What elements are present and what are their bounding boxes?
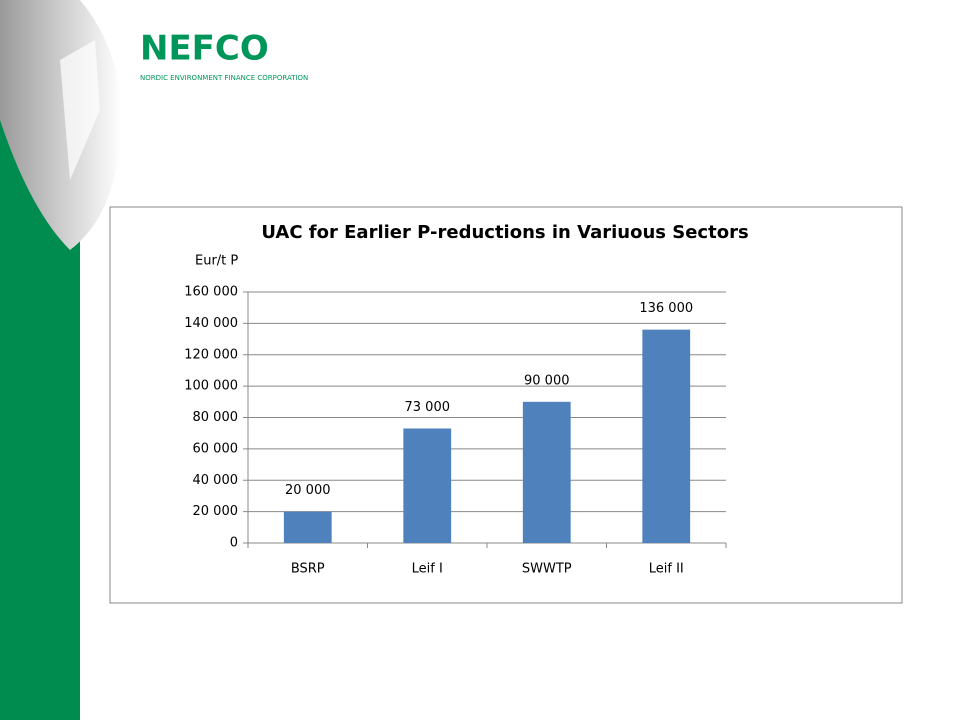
bar bbox=[283, 511, 332, 543]
bar bbox=[642, 329, 691, 543]
x-tick-label: SWWTP bbox=[522, 562, 572, 577]
y-tick-label: 140 000 bbox=[184, 316, 238, 331]
y-tick-label: 0 bbox=[230, 536, 238, 551]
y-axis-label: Eur/t P bbox=[195, 254, 238, 269]
leaf-vein bbox=[60, 40, 100, 180]
y-tick-label: 40 000 bbox=[193, 473, 239, 488]
chart-title: UAC for Earlier P-reductions in Variuous… bbox=[261, 222, 748, 243]
y-tick-label: 160 000 bbox=[184, 285, 238, 300]
x-tick-label: Leif I bbox=[412, 562, 443, 577]
value-label: 90 000 bbox=[524, 373, 570, 388]
x-tick-label: Leif II bbox=[649, 562, 684, 577]
bar bbox=[522, 401, 571, 543]
chart-frame bbox=[109, 206, 903, 604]
logo-name: NEFCO bbox=[140, 29, 269, 69]
bar bbox=[403, 428, 452, 543]
value-label: 73 000 bbox=[405, 400, 451, 415]
y-tick-label: 60 000 bbox=[193, 441, 239, 456]
y-tick-label: 80 000 bbox=[193, 410, 239, 425]
logo-subtitle: NORDIC ENVIRONMENT FINANCE CORPORATION bbox=[140, 74, 308, 82]
y-tick-label: 100 000 bbox=[184, 379, 238, 394]
x-tick-label: BSRP bbox=[291, 562, 325, 577]
value-label: 136 000 bbox=[639, 301, 693, 316]
y-tick-label: 120 000 bbox=[184, 347, 238, 362]
y-tick-label: 20 000 bbox=[193, 504, 239, 519]
value-label: 20 000 bbox=[285, 483, 331, 498]
